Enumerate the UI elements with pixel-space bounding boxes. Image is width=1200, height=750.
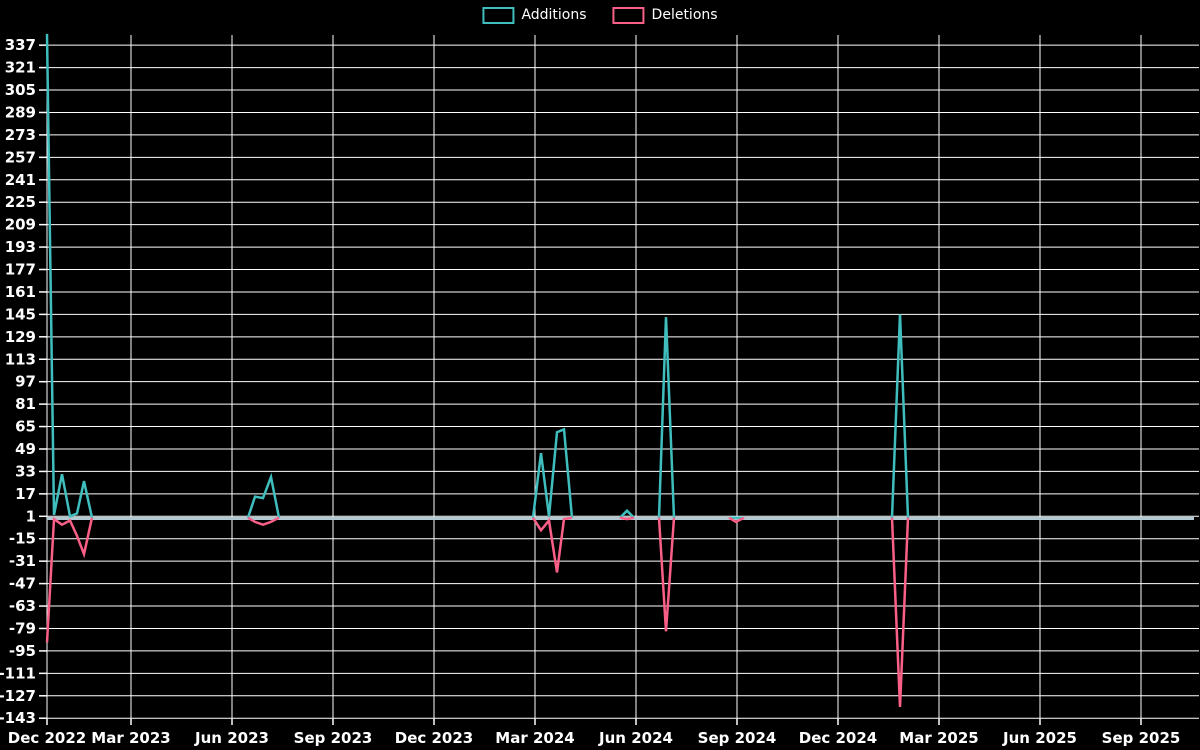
x-tick-label: Mar 2023 xyxy=(91,729,170,747)
legend-item-additions: Additions xyxy=(482,7,587,24)
y-tick-label: 257 xyxy=(5,148,36,166)
additions-line xyxy=(657,317,676,518)
y-tick-label: -31 xyxy=(9,552,36,570)
legend-item-deletions: Deletions xyxy=(612,7,718,24)
x-tick-label: Dec 2024 xyxy=(799,729,878,747)
deletions-line xyxy=(657,517,676,632)
y-tick-label: 209 xyxy=(5,216,36,234)
y-tick-label: -95 xyxy=(9,642,36,660)
additions-line xyxy=(45,33,94,519)
deletions-line xyxy=(45,516,94,643)
y-tick-label: -143 xyxy=(0,709,36,727)
y-tick-label: 129 xyxy=(5,328,36,346)
y-tick-label: 305 xyxy=(5,81,36,99)
y-tick-label: 65 xyxy=(15,418,36,436)
y-tick-label: 33 xyxy=(15,462,36,480)
y-tick-label: -79 xyxy=(9,619,36,637)
y-tick-label: 49 xyxy=(15,440,36,458)
deletions-line xyxy=(890,517,910,708)
y-tick-label: -47 xyxy=(9,575,36,593)
y-tick-label: -15 xyxy=(9,530,36,548)
x-axis: Dec 2022 Mar 2023 Jun 2023 Sep 2023 Dec 2023… xyxy=(8,35,1181,747)
y-tick-label: 1 xyxy=(26,507,36,525)
y-tick-label: 225 xyxy=(5,193,36,211)
y-tick-label: -63 xyxy=(9,597,36,615)
y-tick-label: 193 xyxy=(5,238,36,256)
y-tick-label: 177 xyxy=(5,261,36,279)
x-tick-label: Mar 2025 xyxy=(899,729,978,747)
x-tick-label: Sep 2025 xyxy=(1102,729,1181,747)
y-tick-label: 273 xyxy=(5,126,36,144)
y-tick-label: 17 xyxy=(15,485,36,503)
additions-line xyxy=(619,508,635,519)
deletions-line xyxy=(728,516,745,524)
y-tick-label: 145 xyxy=(5,305,36,323)
x-tick-label: Jun 2023 xyxy=(194,729,269,747)
x-tick-label: Sep 2024 xyxy=(698,729,777,747)
additions-swatch-icon xyxy=(482,7,515,24)
x-tick-label: Dec 2022 xyxy=(8,729,87,747)
y-tick-label: 97 xyxy=(15,373,36,391)
y-tick-label: 241 xyxy=(5,171,36,189)
additions-line xyxy=(531,427,574,518)
x-tick-label: Sep 2023 xyxy=(294,729,373,747)
additions-line xyxy=(246,472,281,519)
x-tick-label: Jun 2025 xyxy=(1002,729,1077,747)
y-tick-label: 161 xyxy=(5,283,36,301)
deletions-line xyxy=(247,516,280,527)
x-tick-label: Jun 2024 xyxy=(598,729,673,747)
y-tick-label: 337 xyxy=(5,36,36,54)
additions-line xyxy=(890,314,910,518)
y-axis: 337 321 305 289 273 257 241 225 209 193 177 161 145 1… xyxy=(0,36,1199,727)
y-tick-label: -111 xyxy=(0,664,36,682)
y-tick-label: 81 xyxy=(15,395,36,413)
legend-label-deletions: Deletions xyxy=(651,7,718,23)
deletions-swatch-icon xyxy=(612,7,645,24)
y-tick-label: 289 xyxy=(5,103,36,121)
x-tick-label: Mar 2024 xyxy=(495,729,574,747)
legend: Additions Deletions xyxy=(482,7,718,24)
deletions-line xyxy=(619,516,635,521)
x-tick-label: Dec 2023 xyxy=(395,729,474,747)
y-tick-label: -127 xyxy=(0,687,36,705)
y-tick-label: 113 xyxy=(5,350,36,368)
y-tick-label: 321 xyxy=(5,59,36,77)
deletions-line xyxy=(531,516,573,573)
legend-label-additions: Additions xyxy=(521,7,587,23)
